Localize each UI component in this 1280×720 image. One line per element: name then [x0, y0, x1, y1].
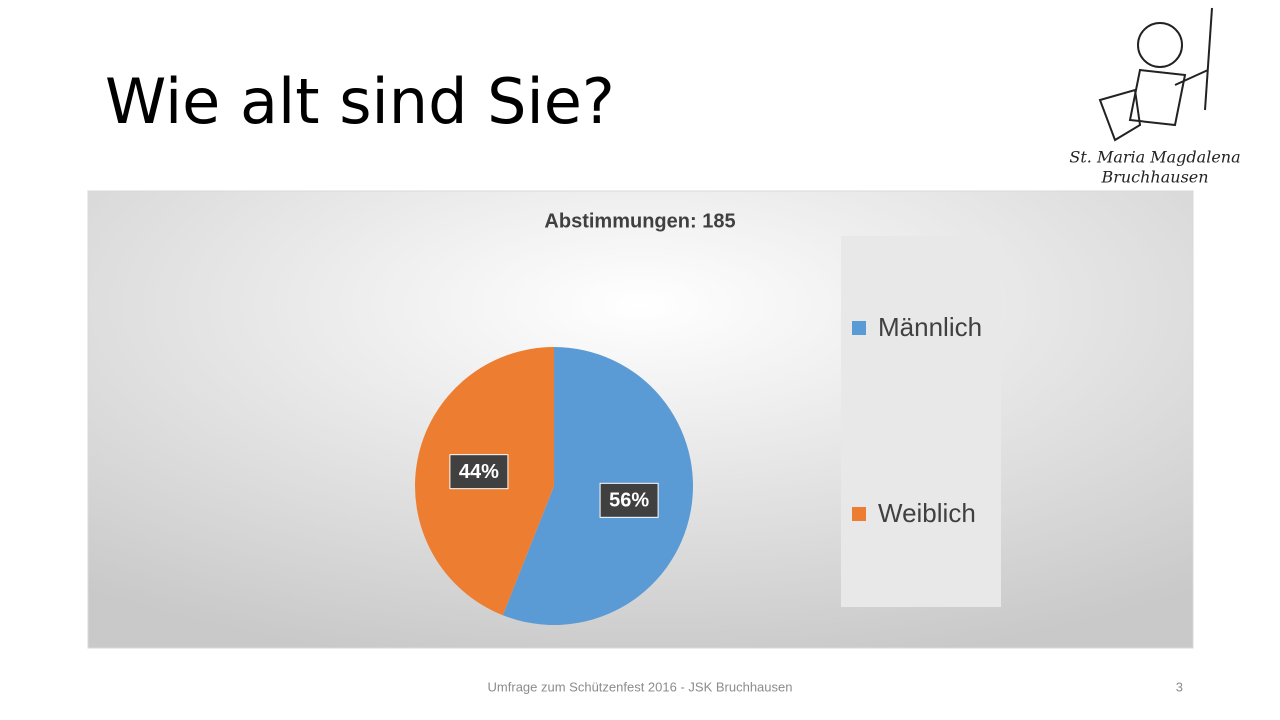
footer: Umfrage zum Schützenfest 2016 - JSK Bruc… [488, 679, 793, 694]
data-label-box [449, 454, 509, 490]
data-label-box [599, 482, 659, 518]
logo-text: St. Maria Magdalena [1069, 148, 1240, 167]
chart-title: Abstimmungen: 185 [544, 210, 735, 232]
legend-box [841, 236, 1001, 607]
legend-label: Männlich [878, 312, 982, 342]
legend-swatch [852, 507, 866, 521]
legend-swatch [852, 321, 866, 335]
plot: 56% 44% Männlich Weiblich [415, 312, 982, 626]
data-label: 44% [459, 461, 499, 483]
logo-text: Bruchhausen [1100, 168, 1208, 187]
slide-title: Wie alt sind Sie? [105, 65, 615, 138]
legend-label: Weiblich [878, 498, 976, 528]
data-label: 56% [609, 490, 649, 512]
pie-slice [502, 347, 694, 626]
page-number: 3 [1176, 679, 1183, 694]
logo [1098, 7, 1213, 142]
